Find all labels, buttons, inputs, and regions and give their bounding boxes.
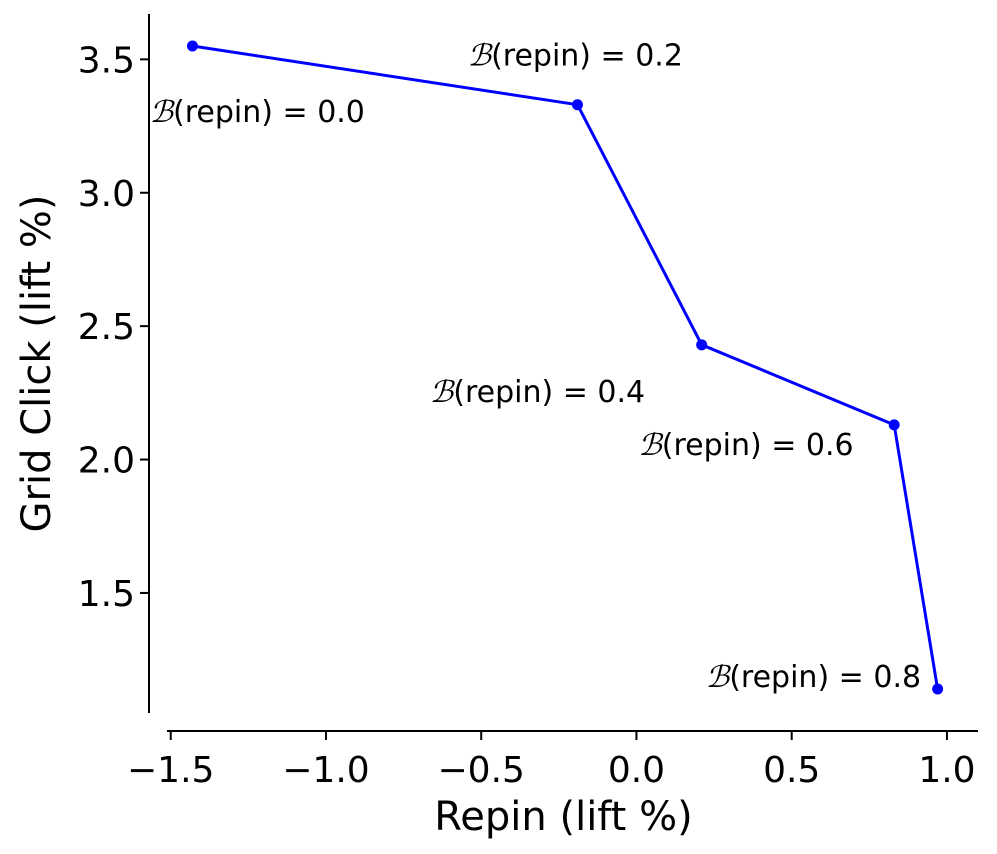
annotation-symbol: ℬ [430,375,456,410]
y-tick-label: 2.5 [78,307,135,348]
annotation-symbol: ℬ [149,95,175,130]
y-axis-title: Grid Click (lift %) [14,195,60,533]
x-tick-label: −1.0 [282,750,369,791]
series-line [192,44,940,690]
y-tick-label: 3.5 [78,40,135,81]
annotation-symbol: ℬ [706,660,732,695]
annotation-symbol: ℬ [467,39,493,74]
x-tick-label: 0.5 [763,750,820,791]
y-ticks: 1.5 2.0 2.5 3.0 3.5 [78,40,149,615]
data-point [696,339,708,351]
data-point [888,419,900,431]
x-tick-label: 1.0 [918,750,975,791]
point-annotation: ℬ(repin) = 0.2 [467,39,682,74]
x-tick-label: −1.5 [127,750,214,791]
point-annotation: ℬ(repin) = 0.6 [638,428,853,463]
y-tick-label: 2.0 [78,441,135,482]
y-tick-label: 3.0 [78,174,135,215]
point-annotation: ℬ(repin) = 0.4 [430,375,645,410]
data-point [571,99,583,111]
annotation-symbol: ℬ [638,428,664,463]
y-axis: 1.5 2.0 2.5 3.0 3.5 Grid Click (lift %) [14,14,150,713]
data-point [932,683,944,695]
x-axis: −1.5 −1.0 −0.5 0.0 0.5 1.0 Repin (lift %) [127,730,978,840]
annotation-text: (repin) = 0.2 [491,39,683,74]
annotation-layer: ℬ(repin) = 0.0ℬ(repin) = 0.2ℬ(repin) = 0… [149,39,921,695]
x-axis-title: Repin (lift %) [434,794,692,840]
annotation-text: (repin) = 0.8 [729,660,921,695]
annotation-text: (repin) = 0.4 [453,375,645,410]
series-layer [186,40,944,695]
data-point [186,40,198,52]
point-annotation: ℬ(repin) = 0.0 [149,95,364,130]
y-tick-label: 1.5 [78,574,135,615]
point-annotation: ℬ(repin) = 0.8 [706,660,921,695]
annotation-text: (repin) = 0.0 [173,95,365,130]
x-tick-label: −0.5 [438,750,525,791]
x-tick-label: 0.0 [608,750,665,791]
x-ticks: −1.5 −1.0 −0.5 0.0 0.5 1.0 [127,731,976,791]
annotation-text: (repin) = 0.6 [662,428,854,463]
